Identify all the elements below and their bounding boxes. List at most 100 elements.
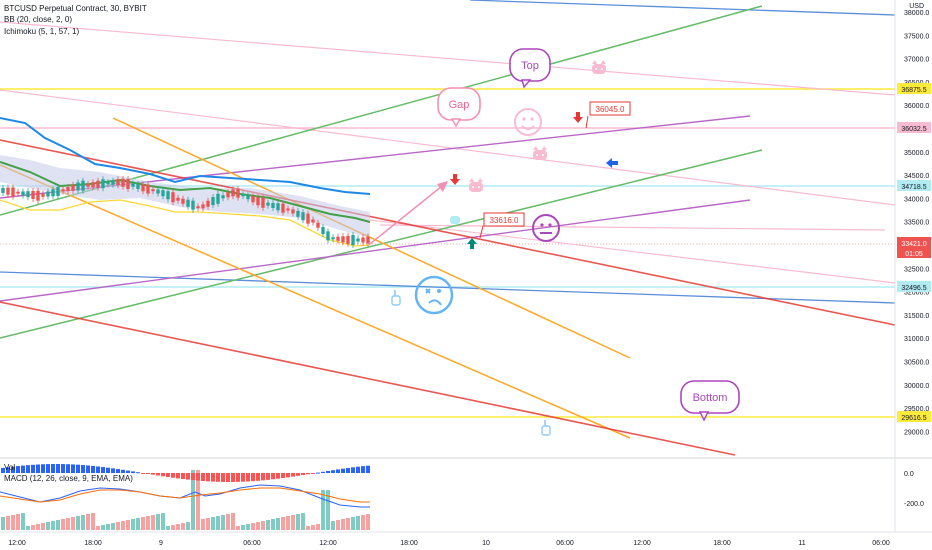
candle-body: [191, 200, 195, 210]
macd-histogram-bar: [361, 466, 365, 473]
candle-body: [96, 180, 100, 188]
macd-histogram-bar: [161, 473, 165, 477]
candle-body: [216, 193, 220, 204]
volume-bar: [121, 521, 125, 530]
candle-body: [1, 187, 5, 193]
volume-bar: [256, 522, 260, 530]
candle-body: [351, 235, 355, 245]
bb-basis: [0, 161, 371, 223]
candle-body: [251, 196, 255, 203]
candle-body: [361, 237, 365, 243]
volume-bar: [321, 490, 325, 530]
macd-histogram-bar: [326, 470, 330, 473]
volume-bar: [186, 522, 190, 530]
volume-bar: [191, 470, 195, 530]
price-label-box: [897, 247, 931, 258]
volume-bar: [76, 516, 80, 530]
volume-bar: [161, 513, 165, 530]
macd-histogram-bar: [251, 473, 255, 482]
volume-bar: [6, 516, 10, 530]
currency-label: USD: [909, 3, 924, 10]
macd-histogram-bar: [6, 467, 10, 473]
candle-body: [141, 184, 145, 192]
candle-body: [296, 210, 300, 217]
macd-histogram-bar: [266, 473, 270, 480]
candle-body: [136, 184, 140, 189]
candle-body: [46, 191, 50, 197]
chart-title: BTCUSD Perpetual Contract, 30, BYBIT: [4, 4, 147, 13]
macd-histogram-bar: [86, 465, 90, 473]
volume-indicator-label[interactable]: Vol: [4, 463, 16, 472]
macd-histogram-bar: [276, 473, 280, 479]
ichimoku-indicator-label[interactable]: Ichimoku (5, 1, 57, 1): [4, 27, 80, 36]
macd-histogram-bar: [156, 473, 160, 476]
trendline-orange-2: [0, 164, 631, 439]
price-tick-label: 34500.0: [904, 173, 929, 180]
price-label-box: [897, 281, 931, 292]
candle-body: [201, 204, 205, 209]
volume-bar: [346, 518, 350, 530]
volume-bar: [71, 517, 75, 530]
volume-bar: [86, 514, 90, 530]
candle-body: [261, 197, 265, 208]
candle-body: [121, 178, 125, 187]
trendline-red-1: [0, 139, 896, 326]
macd-histogram-bar: [336, 469, 340, 473]
macd-histogram-bar: [166, 473, 170, 477]
price-tick-label: 32500.0: [904, 266, 929, 273]
macd-indicator-label[interactable]: MACD (12, 26, close, 9, EMA, EMA): [4, 474, 133, 483]
candle-body: [71, 184, 75, 191]
callout-gap: Gap: [437, 87, 481, 128]
candle-body: [256, 197, 260, 206]
macd-histogram-bar: [231, 473, 235, 482]
candle-body: [301, 212, 305, 221]
volume-bar: [176, 524, 180, 530]
candle-body: [231, 189, 235, 197]
bb-indicator-label[interactable]: BB (20, close, 2, 0): [4, 15, 73, 24]
time-axis[interactable]: 12:00 18:00 9 06:00 12:00 18:00 10 06:00 12:00 18…: [8, 540, 890, 547]
macd-histogram-bar: [256, 473, 260, 481]
trendline-orange-1: [112, 117, 631, 359]
candle-body: [66, 187, 70, 191]
time-tick-label: 12:00: [633, 540, 651, 547]
price-tick-label: 35000.0: [904, 150, 929, 157]
volume-bar: [366, 514, 370, 530]
price-label-text: 32496.5: [901, 285, 926, 292]
candle-body: [186, 199, 190, 207]
macd-histogram-bar: [51, 464, 55, 473]
macd-histogram-bar: [126, 470, 130, 473]
macd-histogram-bar: [141, 473, 145, 474]
volume-bar: [276, 518, 280, 530]
macd-histogram-bar: [106, 467, 110, 473]
volume-bar: [336, 520, 340, 530]
macd-histogram-bar: [66, 464, 70, 473]
price-note-36045-text: 36045.0: [596, 105, 625, 114]
macd-histogram-bar: [226, 473, 230, 482]
candle-body: [111, 180, 115, 185]
candle-body: [221, 195, 225, 199]
candle-body: [306, 213, 310, 224]
volume-bar: [26, 526, 30, 530]
candle-body: [266, 202, 270, 206]
macd-histogram-bar: [76, 464, 80, 473]
macd-histogram: [1, 464, 370, 482]
macd-histogram-bar: [41, 464, 45, 473]
price-tick-label: 33500.0: [904, 220, 929, 227]
candle-body: [241, 194, 245, 197]
callout-bottom: Bottom: [680, 380, 740, 422]
candle-body: [276, 203, 280, 211]
candle-body: [26, 191, 30, 198]
volume-bar: [331, 521, 335, 530]
volume-bar: [216, 516, 220, 530]
volume-bar: [361, 515, 365, 530]
macd-histogram-bar: [171, 473, 175, 478]
macd-histogram-bar: [31, 464, 35, 473]
macd-histogram-bar: [1, 467, 5, 473]
candle-body: [316, 222, 320, 228]
macd-histogram-bar: [186, 473, 190, 480]
price-label-text: 36032.5: [901, 126, 926, 133]
macd-histogram-bar: [21, 465, 25, 473]
macd-histogram-bar: [151, 473, 155, 475]
